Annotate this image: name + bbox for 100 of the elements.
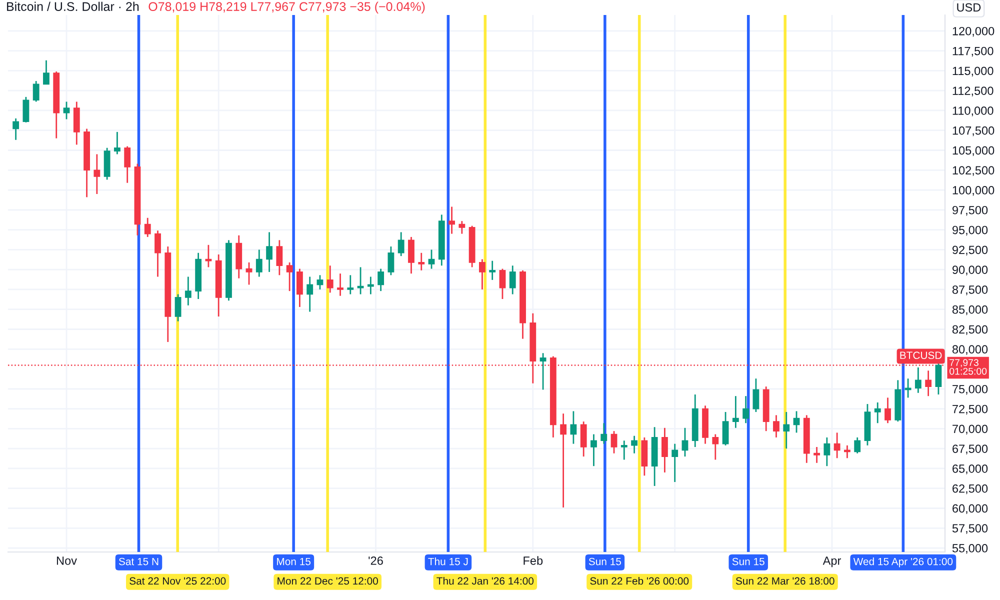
y-tick-label: 60,000 bbox=[952, 504, 988, 514]
candlestick bbox=[63, 101, 70, 120]
candlestick bbox=[174, 294, 182, 322]
ref-line-label: Sat 15 N bbox=[118, 558, 158, 566]
x-tick-label: Feb bbox=[524, 556, 543, 565]
candlestick bbox=[682, 427, 688, 458]
candlestick bbox=[326, 264, 334, 294]
y-axis-title: USD bbox=[957, 3, 981, 12]
candlestick bbox=[256, 248, 262, 278]
candlestick bbox=[773, 414, 780, 438]
candlestick bbox=[296, 268, 303, 308]
candlestick bbox=[418, 252, 425, 272]
candlestick bbox=[124, 146, 131, 184]
y-tick-label: 80,000 bbox=[952, 345, 988, 355]
candlestick bbox=[712, 434, 719, 460]
candlestick bbox=[114, 131, 120, 155]
candlestick bbox=[94, 154, 100, 195]
candlestick bbox=[631, 435, 638, 454]
candlestick bbox=[752, 378, 760, 413]
annotation: BTCUSD bbox=[900, 352, 942, 360]
candlestick bbox=[357, 266, 364, 295]
candlestick bbox=[12, 118, 20, 141]
chart-subtitle: O78,019 H78,219 L77,967 C77,973 −35 (−0.04%) bbox=[148, 2, 425, 14]
y-tick-label: 57,500 bbox=[952, 524, 988, 534]
y-tick-label: 105,000 bbox=[952, 146, 994, 156]
candlestick bbox=[408, 236, 414, 274]
y-tick-label: 90,000 bbox=[952, 266, 988, 276]
candlestick bbox=[246, 262, 252, 286]
y-tick-label: 117,500 bbox=[952, 46, 994, 57]
y-tick-label: 67,500 bbox=[952, 444, 988, 454]
candlestick bbox=[337, 272, 344, 297]
candlestick bbox=[286, 262, 293, 292]
candlestick bbox=[448, 206, 455, 234]
ref-line-label: Sat 22 Nov '25 22:00 bbox=[130, 577, 226, 585]
candlestick bbox=[489, 260, 496, 281]
candlestick bbox=[824, 436, 830, 467]
candlestick bbox=[378, 268, 384, 292]
candlestick bbox=[874, 402, 881, 424]
ref-line-label: Thu 22 Jan '26 14:00 bbox=[436, 577, 534, 585]
ref-line-label: Thu 15 J bbox=[428, 558, 468, 566]
candlestick bbox=[672, 443, 678, 483]
candlestick bbox=[73, 101, 80, 146]
candlestick bbox=[306, 276, 314, 312]
candlestick bbox=[793, 410, 800, 434]
candlestick bbox=[499, 268, 506, 300]
y-tick-label: 75,000 bbox=[952, 384, 988, 395]
ref-line-label: Mon 15 bbox=[277, 558, 311, 566]
candlestick bbox=[347, 274, 354, 295]
candlestick bbox=[722, 411, 729, 446]
candlestick bbox=[560, 412, 567, 508]
y-tick-label: 87,500 bbox=[952, 286, 988, 296]
x-tick-label: Apr bbox=[822, 556, 841, 568]
candlestick bbox=[610, 430, 618, 454]
candlestick bbox=[590, 434, 597, 467]
candlestick bbox=[32, 80, 40, 102]
candlestick bbox=[742, 395, 750, 424]
y-tick-label: 70,000 bbox=[952, 424, 988, 434]
candlestick bbox=[570, 410, 577, 444]
y-tick-label: 97,500 bbox=[952, 206, 988, 216]
candlestick bbox=[600, 422, 608, 444]
y-tick-label: 107,500 bbox=[952, 126, 994, 136]
ref-line-label: 77,973 01:25:00 bbox=[950, 359, 987, 375]
candlestick bbox=[154, 230, 161, 278]
chart-title: Bitcoin / U.S. Dollar · 2h bbox=[7, 2, 139, 11]
candlestick bbox=[580, 420, 587, 458]
candlestick bbox=[814, 446, 820, 464]
candlestick bbox=[783, 411, 790, 450]
candlestick bbox=[43, 60, 50, 85]
ref-line-label: Sun 15 bbox=[732, 558, 764, 566]
y-tick-label: 100,000 bbox=[952, 186, 994, 196]
candlestick bbox=[732, 395, 739, 429]
candlestick bbox=[914, 366, 922, 394]
y-tick-label: 62,500 bbox=[952, 484, 988, 494]
y-tick-label: 112,500 bbox=[952, 86, 994, 96]
y-tick-label: 110,000 bbox=[952, 106, 994, 116]
candlestick bbox=[540, 352, 546, 390]
candlestick bbox=[935, 362, 942, 396]
candlestick bbox=[428, 248, 435, 270]
candlestick bbox=[620, 440, 628, 460]
y-tick-label: 55,000 bbox=[952, 544, 988, 554]
y-tick-label: 85,000 bbox=[952, 305, 988, 316]
x-tick-label: Nov bbox=[56, 556, 77, 565]
y-tick-label: 65,000 bbox=[952, 464, 988, 474]
candlestick bbox=[925, 370, 932, 397]
candlestick bbox=[144, 217, 151, 238]
candlestick bbox=[854, 436, 861, 454]
candlestick bbox=[22, 96, 30, 124]
candlestick bbox=[184, 276, 192, 306]
candlestick bbox=[276, 239, 283, 276]
x-tick-label: '26 bbox=[368, 556, 383, 565]
candlestick bbox=[661, 427, 668, 474]
candlestick bbox=[266, 231, 272, 273]
ref-line-label: Sun 22 Feb '26 00:00 bbox=[590, 577, 689, 585]
candlestick bbox=[478, 258, 486, 290]
y-tick-label: 92,500 bbox=[952, 246, 988, 256]
candlestick bbox=[398, 231, 404, 257]
y-tick-label: 72,500 bbox=[952, 404, 988, 415]
candlestick bbox=[834, 432, 840, 459]
y-tick-label: 102,500 bbox=[952, 166, 994, 176]
y-tick-label: 95,000 bbox=[952, 226, 988, 236]
